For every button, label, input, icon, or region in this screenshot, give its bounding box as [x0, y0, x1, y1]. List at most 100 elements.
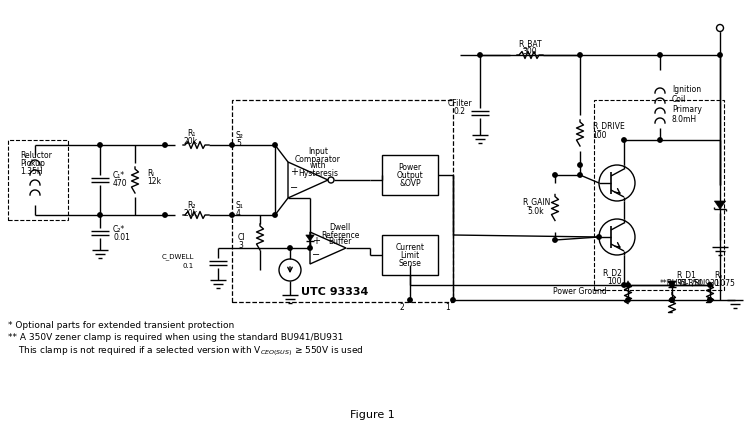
Text: Coil: Coil	[672, 96, 686, 105]
Text: Reference: Reference	[321, 231, 359, 239]
Text: UTC 93334: UTC 93334	[301, 287, 369, 297]
Text: Pickup: Pickup	[20, 158, 45, 168]
Circle shape	[717, 53, 722, 57]
Text: C₂*: C₂*	[113, 224, 125, 233]
Text: 12k: 12k	[147, 177, 161, 187]
Text: R₂: R₂	[187, 201, 195, 209]
Text: 0.1: 0.1	[183, 263, 194, 269]
Circle shape	[597, 235, 601, 239]
Circle shape	[273, 143, 277, 147]
Text: 20k: 20k	[184, 209, 198, 217]
Text: R_D2: R_D2	[602, 269, 622, 277]
Circle shape	[578, 53, 582, 57]
Circle shape	[626, 298, 630, 302]
Text: 470: 470	[113, 179, 127, 188]
Circle shape	[658, 138, 662, 142]
Text: Primary: Primary	[672, 105, 702, 115]
Text: 0.075: 0.075	[714, 279, 736, 288]
Text: 20k: 20k	[184, 137, 198, 146]
Text: R_BAT: R_BAT	[519, 40, 542, 49]
Text: 0.2: 0.2	[454, 108, 466, 116]
Text: ** A 350V zener clamp is required when using the standard BU941/BU931: ** A 350V zener clamp is required when u…	[8, 333, 343, 343]
Text: C_DWELL: C_DWELL	[162, 254, 194, 260]
Circle shape	[163, 143, 167, 147]
Text: Rₑ: Rₑ	[714, 270, 723, 280]
Text: This clamp is not required if a selected version with V$_{CEO(SUS)}$ ≥ 550V is u: This clamp is not required if a selected…	[18, 344, 364, 358]
Circle shape	[670, 283, 674, 287]
Text: R_GAIN: R_GAIN	[522, 197, 551, 206]
Text: CI: CI	[238, 233, 246, 243]
Circle shape	[308, 246, 312, 250]
Circle shape	[622, 138, 627, 142]
Polygon shape	[714, 201, 726, 209]
Text: Input: Input	[308, 147, 328, 157]
Circle shape	[658, 53, 662, 57]
Text: R_D1: R_D1	[676, 270, 696, 280]
Text: Current: Current	[396, 243, 425, 251]
Text: &OVP: &OVP	[399, 179, 421, 187]
Text: Comparator: Comparator	[295, 154, 341, 164]
Circle shape	[451, 298, 455, 302]
Text: 3: 3	[238, 242, 243, 250]
Text: 1: 1	[446, 303, 451, 311]
Text: C₁*: C₁*	[113, 172, 125, 180]
Text: CFilter: CFilter	[448, 98, 472, 108]
Circle shape	[670, 298, 674, 302]
Text: R_DRIVE: R_DRIVE	[592, 122, 625, 131]
Circle shape	[98, 143, 102, 147]
Text: 1.35H: 1.35H	[20, 167, 42, 176]
Circle shape	[553, 238, 557, 242]
Text: 8.0mH: 8.0mH	[672, 116, 697, 124]
Circle shape	[578, 163, 582, 167]
Text: Rₗ: Rₗ	[147, 169, 153, 179]
Text: 5: 5	[236, 138, 241, 147]
Circle shape	[708, 298, 712, 302]
Text: 35-350: 35-350	[676, 279, 703, 288]
Text: 2: 2	[399, 303, 405, 311]
Text: * Optional parts for extended transient protection: * Optional parts for extended transient …	[8, 321, 234, 329]
Circle shape	[229, 213, 234, 217]
Circle shape	[553, 173, 557, 177]
Text: 100: 100	[607, 277, 622, 285]
Text: Power Ground: Power Ground	[553, 288, 607, 296]
Text: Figure 1: Figure 1	[349, 410, 394, 420]
Text: Reluctor: Reluctor	[20, 150, 52, 160]
Text: Limit: Limit	[400, 250, 419, 259]
Circle shape	[273, 213, 277, 217]
Text: S₁: S₁	[236, 202, 244, 210]
Text: 5.0k: 5.0k	[527, 207, 545, 216]
Polygon shape	[305, 235, 314, 241]
Text: Dwell: Dwell	[329, 224, 351, 232]
Circle shape	[578, 173, 582, 177]
Circle shape	[288, 246, 292, 250]
Circle shape	[670, 298, 674, 302]
Text: **BU941/BU931: **BU941/BU931	[660, 279, 720, 288]
Circle shape	[408, 298, 412, 302]
Circle shape	[626, 283, 630, 287]
Text: −: −	[312, 250, 320, 260]
Text: 0.01: 0.01	[113, 232, 130, 242]
Circle shape	[478, 53, 482, 57]
Circle shape	[717, 25, 723, 31]
Text: 300: 300	[523, 48, 537, 56]
Text: Ignition: Ignition	[672, 86, 701, 94]
Text: Sense: Sense	[399, 258, 422, 268]
Text: +: +	[312, 236, 320, 246]
Text: with: with	[310, 161, 326, 171]
Text: R₁: R₁	[187, 130, 195, 138]
Text: +: +	[290, 167, 298, 177]
Text: S₂: S₂	[236, 131, 244, 141]
Circle shape	[229, 143, 234, 147]
Circle shape	[708, 283, 712, 287]
Circle shape	[622, 283, 627, 287]
Circle shape	[98, 213, 102, 217]
Text: Buffer: Buffer	[329, 238, 352, 247]
Text: Power: Power	[399, 162, 422, 172]
Text: Hysteresis: Hysteresis	[298, 168, 338, 177]
Circle shape	[708, 298, 712, 302]
Text: 100: 100	[592, 131, 606, 141]
Circle shape	[163, 213, 167, 217]
Text: Output: Output	[396, 171, 423, 179]
Polygon shape	[668, 281, 676, 287]
Text: −: −	[290, 183, 298, 193]
